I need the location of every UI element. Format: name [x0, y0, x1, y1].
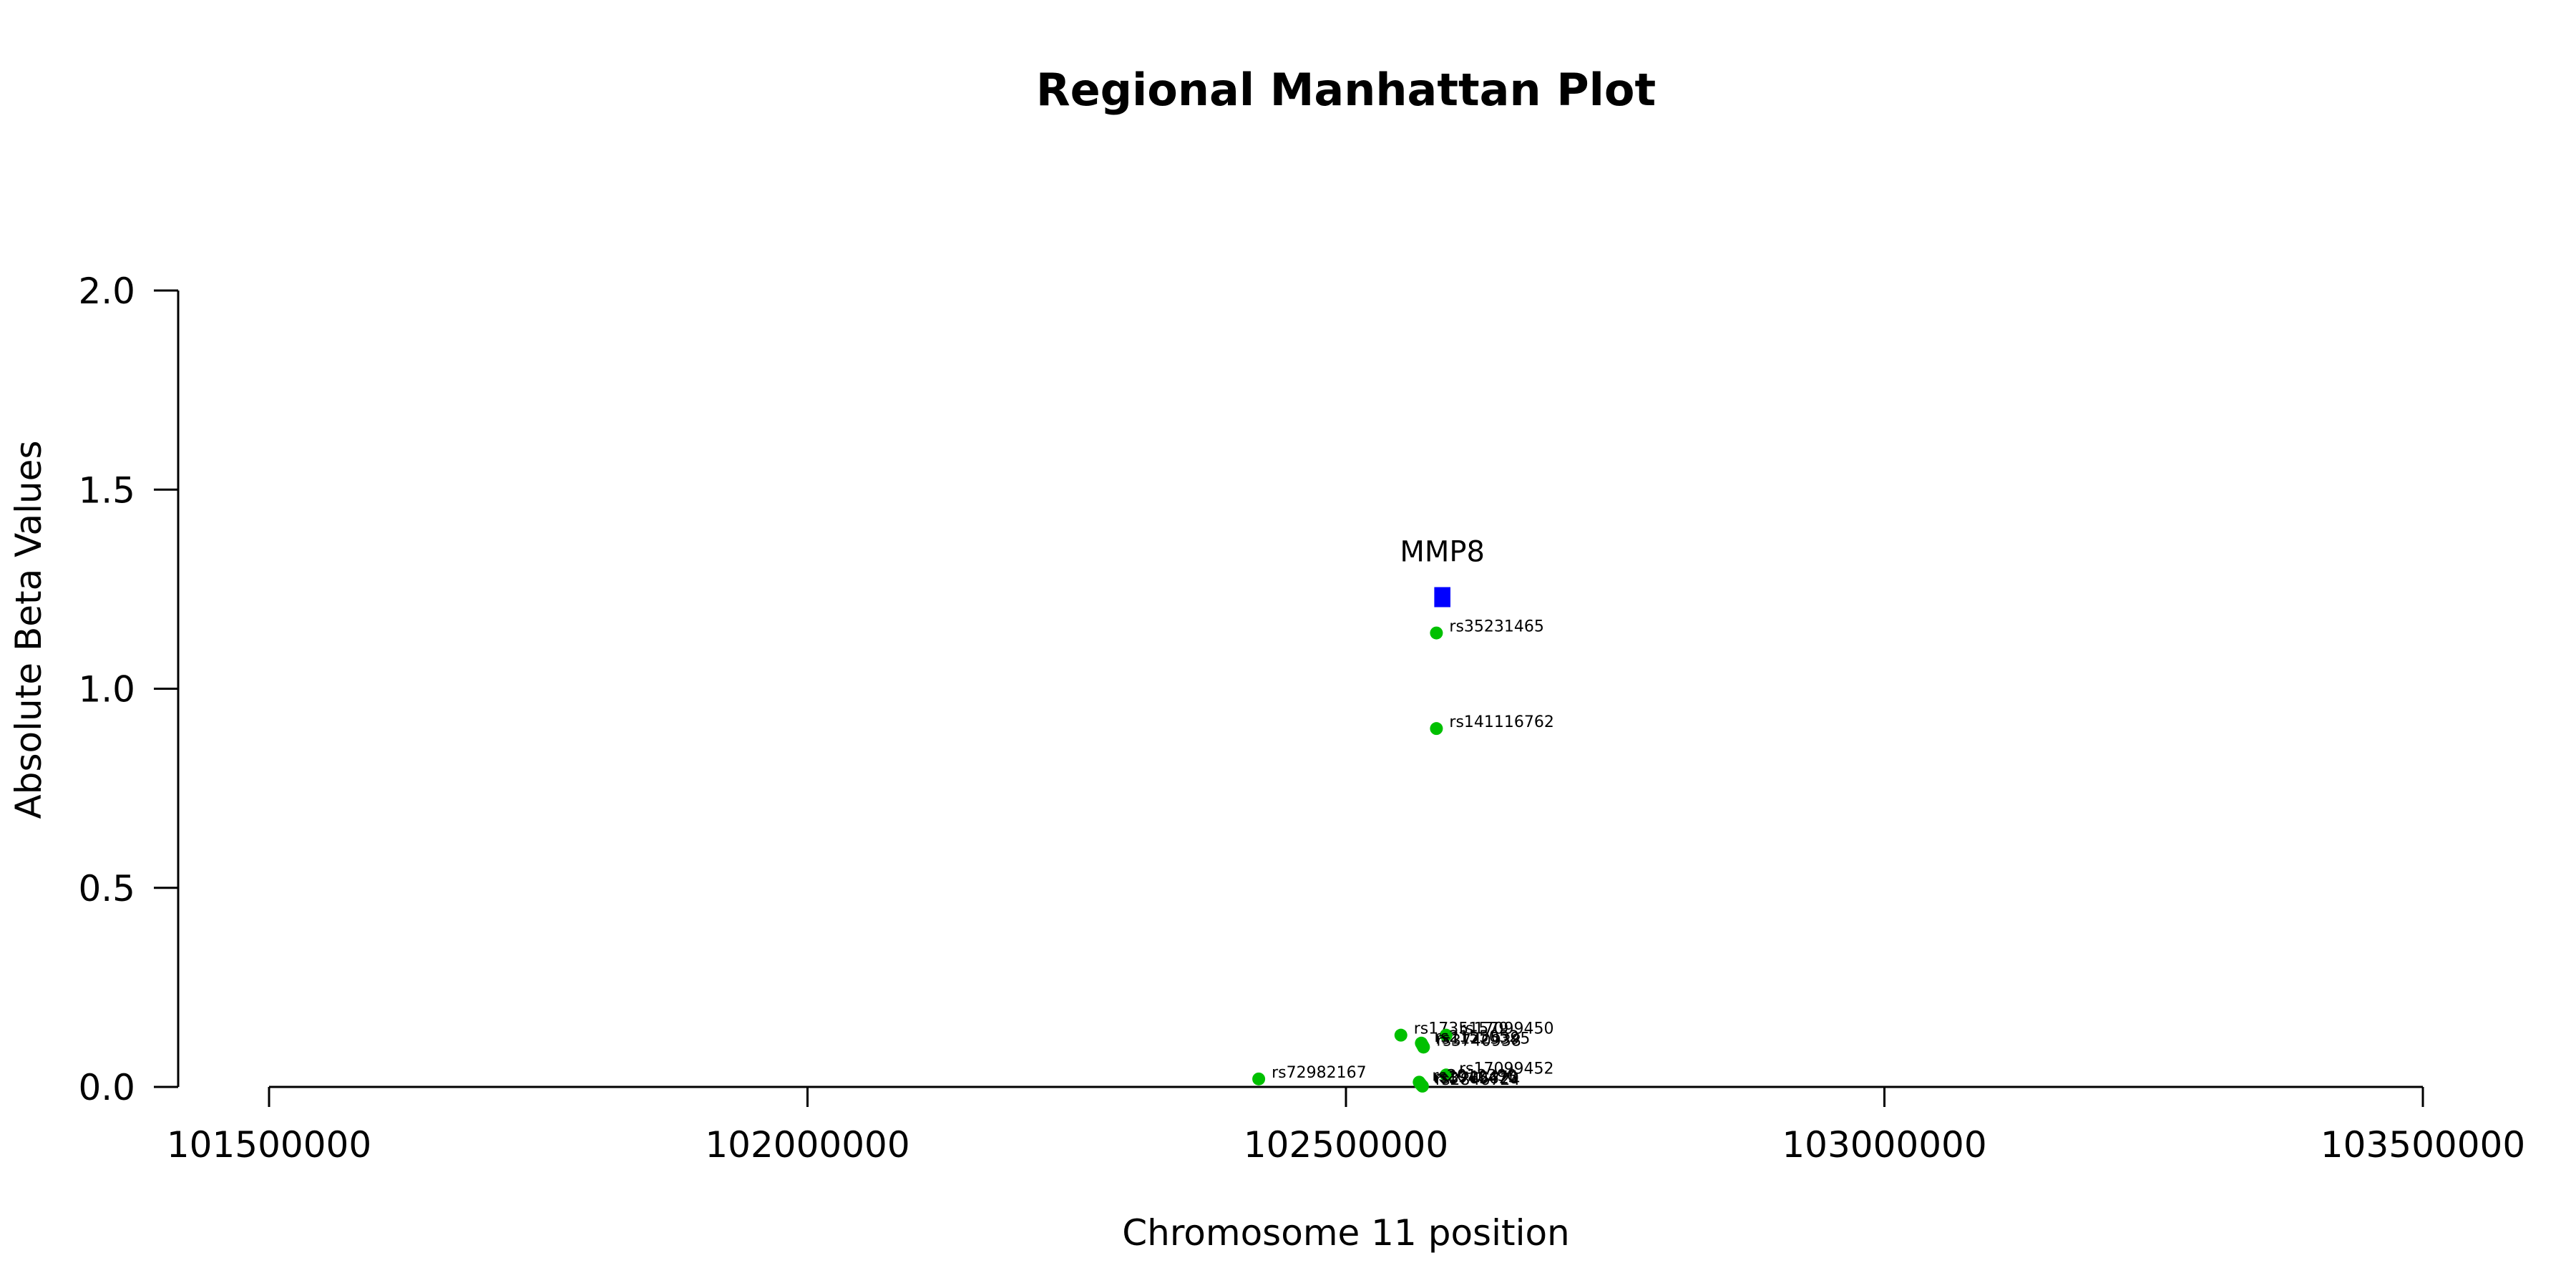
- y-axis-label: Absolute Beta Values: [8, 441, 49, 819]
- snp-point: [1430, 722, 1443, 736]
- snp-label: rs72982167: [1272, 1064, 1366, 1082]
- snp-point: [1252, 1072, 1266, 1085]
- snp-label: rs11225395: [1435, 1030, 1530, 1048]
- snp-label: rs2012390: [1432, 1067, 1516, 1085]
- snp-point: [1417, 1040, 1430, 1054]
- snp-point: [1415, 1079, 1429, 1093]
- x-tick-label: 103500000: [2321, 1124, 2525, 1166]
- gene-layer: MMP8: [1400, 536, 1485, 608]
- y-tick-label: 0.0: [78, 1067, 135, 1108]
- gene-marker-mmp8: [1434, 587, 1450, 608]
- points-layer: rs35231465rs141116762rs17351579rs1709945…: [1252, 618, 1554, 1093]
- x-axis-label: Chromosome 11 position: [1122, 1212, 1570, 1254]
- snp-point: [1394, 1028, 1407, 1042]
- y-tick-label: 1.5: [78, 469, 135, 511]
- axes: 101500000 102000000 102500000 103000000 1035…: [78, 270, 2525, 1166]
- y-tick-label: 2.0: [78, 270, 135, 312]
- y-tick-label: 0.5: [78, 868, 135, 909]
- y-tick-label: 1.0: [78, 669, 135, 711]
- chart-title: Regional Manhattan Plot: [1036, 64, 1656, 116]
- snp-label: rs2155052: [1434, 1028, 1519, 1046]
- snp-label: rs17351579: [1414, 1020, 1508, 1038]
- snp-point: [1439, 1028, 1453, 1042]
- x-tick-label: 102500000: [1244, 1124, 1448, 1166]
- snp-label: rs1940475: [1433, 1069, 1518, 1087]
- snp-point: [1439, 1068, 1453, 1082]
- x-tick-label: 101500000: [167, 1124, 371, 1166]
- snp-point: [1430, 626, 1443, 640]
- snp-label: rs3740938: [1436, 1032, 1521, 1050]
- gene-label: MMP8: [1400, 536, 1485, 569]
- snp-label: rs3765620: [1434, 1070, 1519, 1088]
- snp-label: rs17099452: [1459, 1060, 1553, 1078]
- snp-label: rs2846724: [1435, 1071, 1521, 1089]
- snp-label: rs141116762: [1449, 713, 1553, 731]
- x-tick-label: 102000000: [705, 1124, 909, 1166]
- snp-label: rs17099450: [1459, 1020, 1553, 1038]
- x-tick-label: 103000000: [1782, 1124, 1986, 1166]
- snp-label: rs35231465: [1449, 618, 1543, 636]
